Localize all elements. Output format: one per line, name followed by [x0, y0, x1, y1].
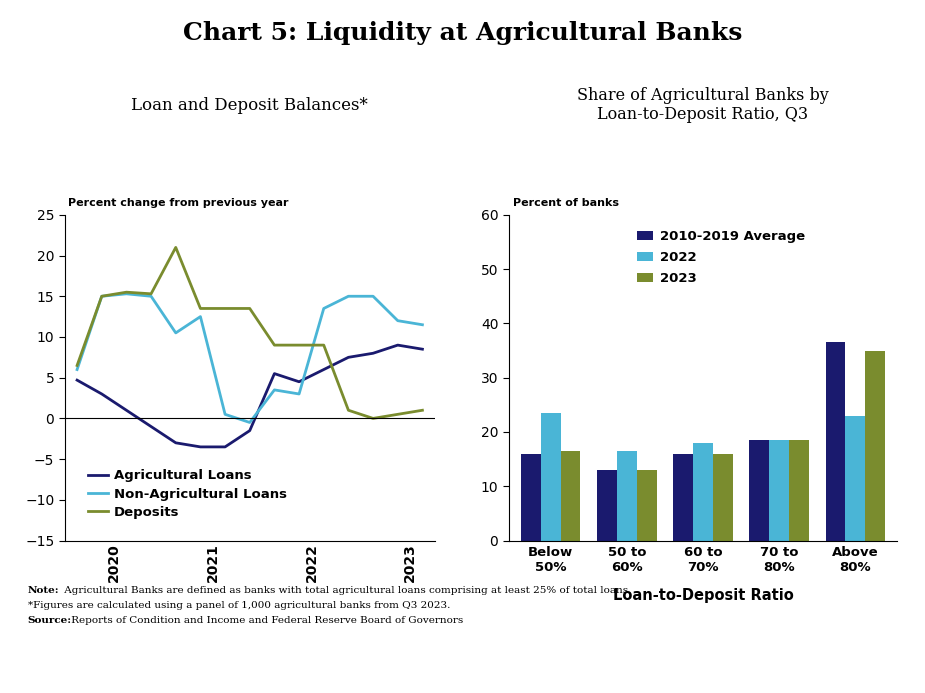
Deposits [195, 304, 206, 313]
Agricultural Loans [392, 341, 403, 349]
Deposits [219, 304, 230, 313]
Deposits [121, 288, 132, 297]
Text: Reports of Condition and Income and Federal Reserve Board of Governors: Reports of Condition and Income and Fede… [68, 616, 463, 625]
Deposits [417, 406, 428, 414]
Agricultural Loans [367, 349, 378, 358]
Bar [598, 470, 617, 541]
Non-Agricultural Loans [96, 292, 107, 301]
Non-Agricultural Loans [121, 290, 132, 298]
Bar [713, 454, 733, 541]
Text: Percent change from previous year: Percent change from previous year [68, 198, 289, 209]
Text: Share of Agricultural Banks by
Loan-to-Deposit Ratio, Q3: Share of Agricultural Banks by Loan-to-D… [577, 87, 829, 123]
Legend: Agricultural Loans, Non-Agricultural Loans, Deposits: Agricultural Loans, Non-Agricultural Loa… [82, 464, 292, 524]
Non-Agricultural Loans [71, 365, 82, 374]
Bar [770, 440, 789, 541]
Agricultural Loans [121, 406, 132, 414]
Non-Agricultural Loans [219, 410, 230, 419]
Agricultural Loans [343, 353, 354, 362]
Non-Agricultural Loans [343, 292, 354, 301]
Deposits [71, 361, 82, 369]
Text: Agricultural Banks are defined as banks with total agricultural loans comprising: Agricultural Banks are defined as banks … [61, 586, 632, 595]
Bar [693, 443, 713, 541]
Deposits [145, 290, 156, 298]
Deposits [170, 243, 181, 252]
Bar [826, 342, 845, 541]
Agricultural Loans [145, 422, 156, 430]
Legend: 2010-2019 Average, 2022, 2023: 2010-2019 Average, 2022, 2023 [632, 225, 810, 290]
Non-Agricultural Loans [392, 317, 403, 325]
X-axis label: Loan-to-Deposit Ratio: Loan-to-Deposit Ratio [612, 588, 794, 603]
Non-Agricultural Loans [145, 292, 156, 301]
Agricultural Loans [269, 369, 280, 378]
Bar [789, 440, 808, 541]
Line: Deposits: Deposits [77, 247, 423, 419]
Agricultural Loans [293, 378, 304, 386]
Deposits [269, 341, 280, 349]
Deposits [318, 341, 329, 349]
Line: Non-Agricultural Loans: Non-Agricultural Loans [77, 294, 423, 423]
Non-Agricultural Loans [244, 419, 255, 427]
Agricultural Loans [318, 365, 329, 374]
Bar [617, 451, 636, 541]
Bar [561, 451, 580, 541]
Deposits [96, 292, 107, 301]
Non-Agricultural Loans [417, 321, 428, 329]
Text: *Figures are calculated using a panel of 1,000 agricultural banks from Q3 2023.: *Figures are calculated using a panel of… [28, 601, 450, 610]
Deposits [367, 414, 378, 423]
Agricultural Loans [219, 443, 230, 451]
Agricultural Loans [96, 389, 107, 398]
Bar [541, 413, 561, 541]
Agricultural Loans [417, 345, 428, 353]
Bar [673, 454, 693, 541]
Non-Agricultural Loans [318, 304, 329, 313]
Bar [865, 351, 885, 541]
Line: Agricultural Loans: Agricultural Loans [77, 345, 423, 447]
Non-Agricultural Loans [367, 292, 378, 301]
Non-Agricultural Loans [269, 386, 280, 394]
Agricultural Loans [170, 439, 181, 447]
Bar [749, 440, 770, 541]
Deposits [343, 406, 354, 414]
Deposits [293, 341, 304, 349]
Text: Loan and Deposit Balances*: Loan and Deposit Balances* [131, 97, 368, 114]
Text: Chart 5: Liquidity at Agricultural Banks: Chart 5: Liquidity at Agricultural Banks [183, 21, 742, 45]
Text: Percent of banks: Percent of banks [512, 198, 619, 209]
Bar [845, 416, 865, 541]
Agricultural Loans [244, 426, 255, 435]
Non-Agricultural Loans [170, 328, 181, 337]
Non-Agricultural Loans [293, 389, 304, 398]
Bar [521, 454, 541, 541]
Deposits [244, 304, 255, 313]
Deposits [392, 410, 403, 419]
Bar [636, 470, 657, 541]
Agricultural Loans [71, 376, 82, 385]
Agricultural Loans [195, 443, 206, 451]
Text: Note:: Note: [28, 586, 59, 595]
Non-Agricultural Loans [195, 313, 206, 321]
Text: Source:: Source: [28, 616, 72, 625]
